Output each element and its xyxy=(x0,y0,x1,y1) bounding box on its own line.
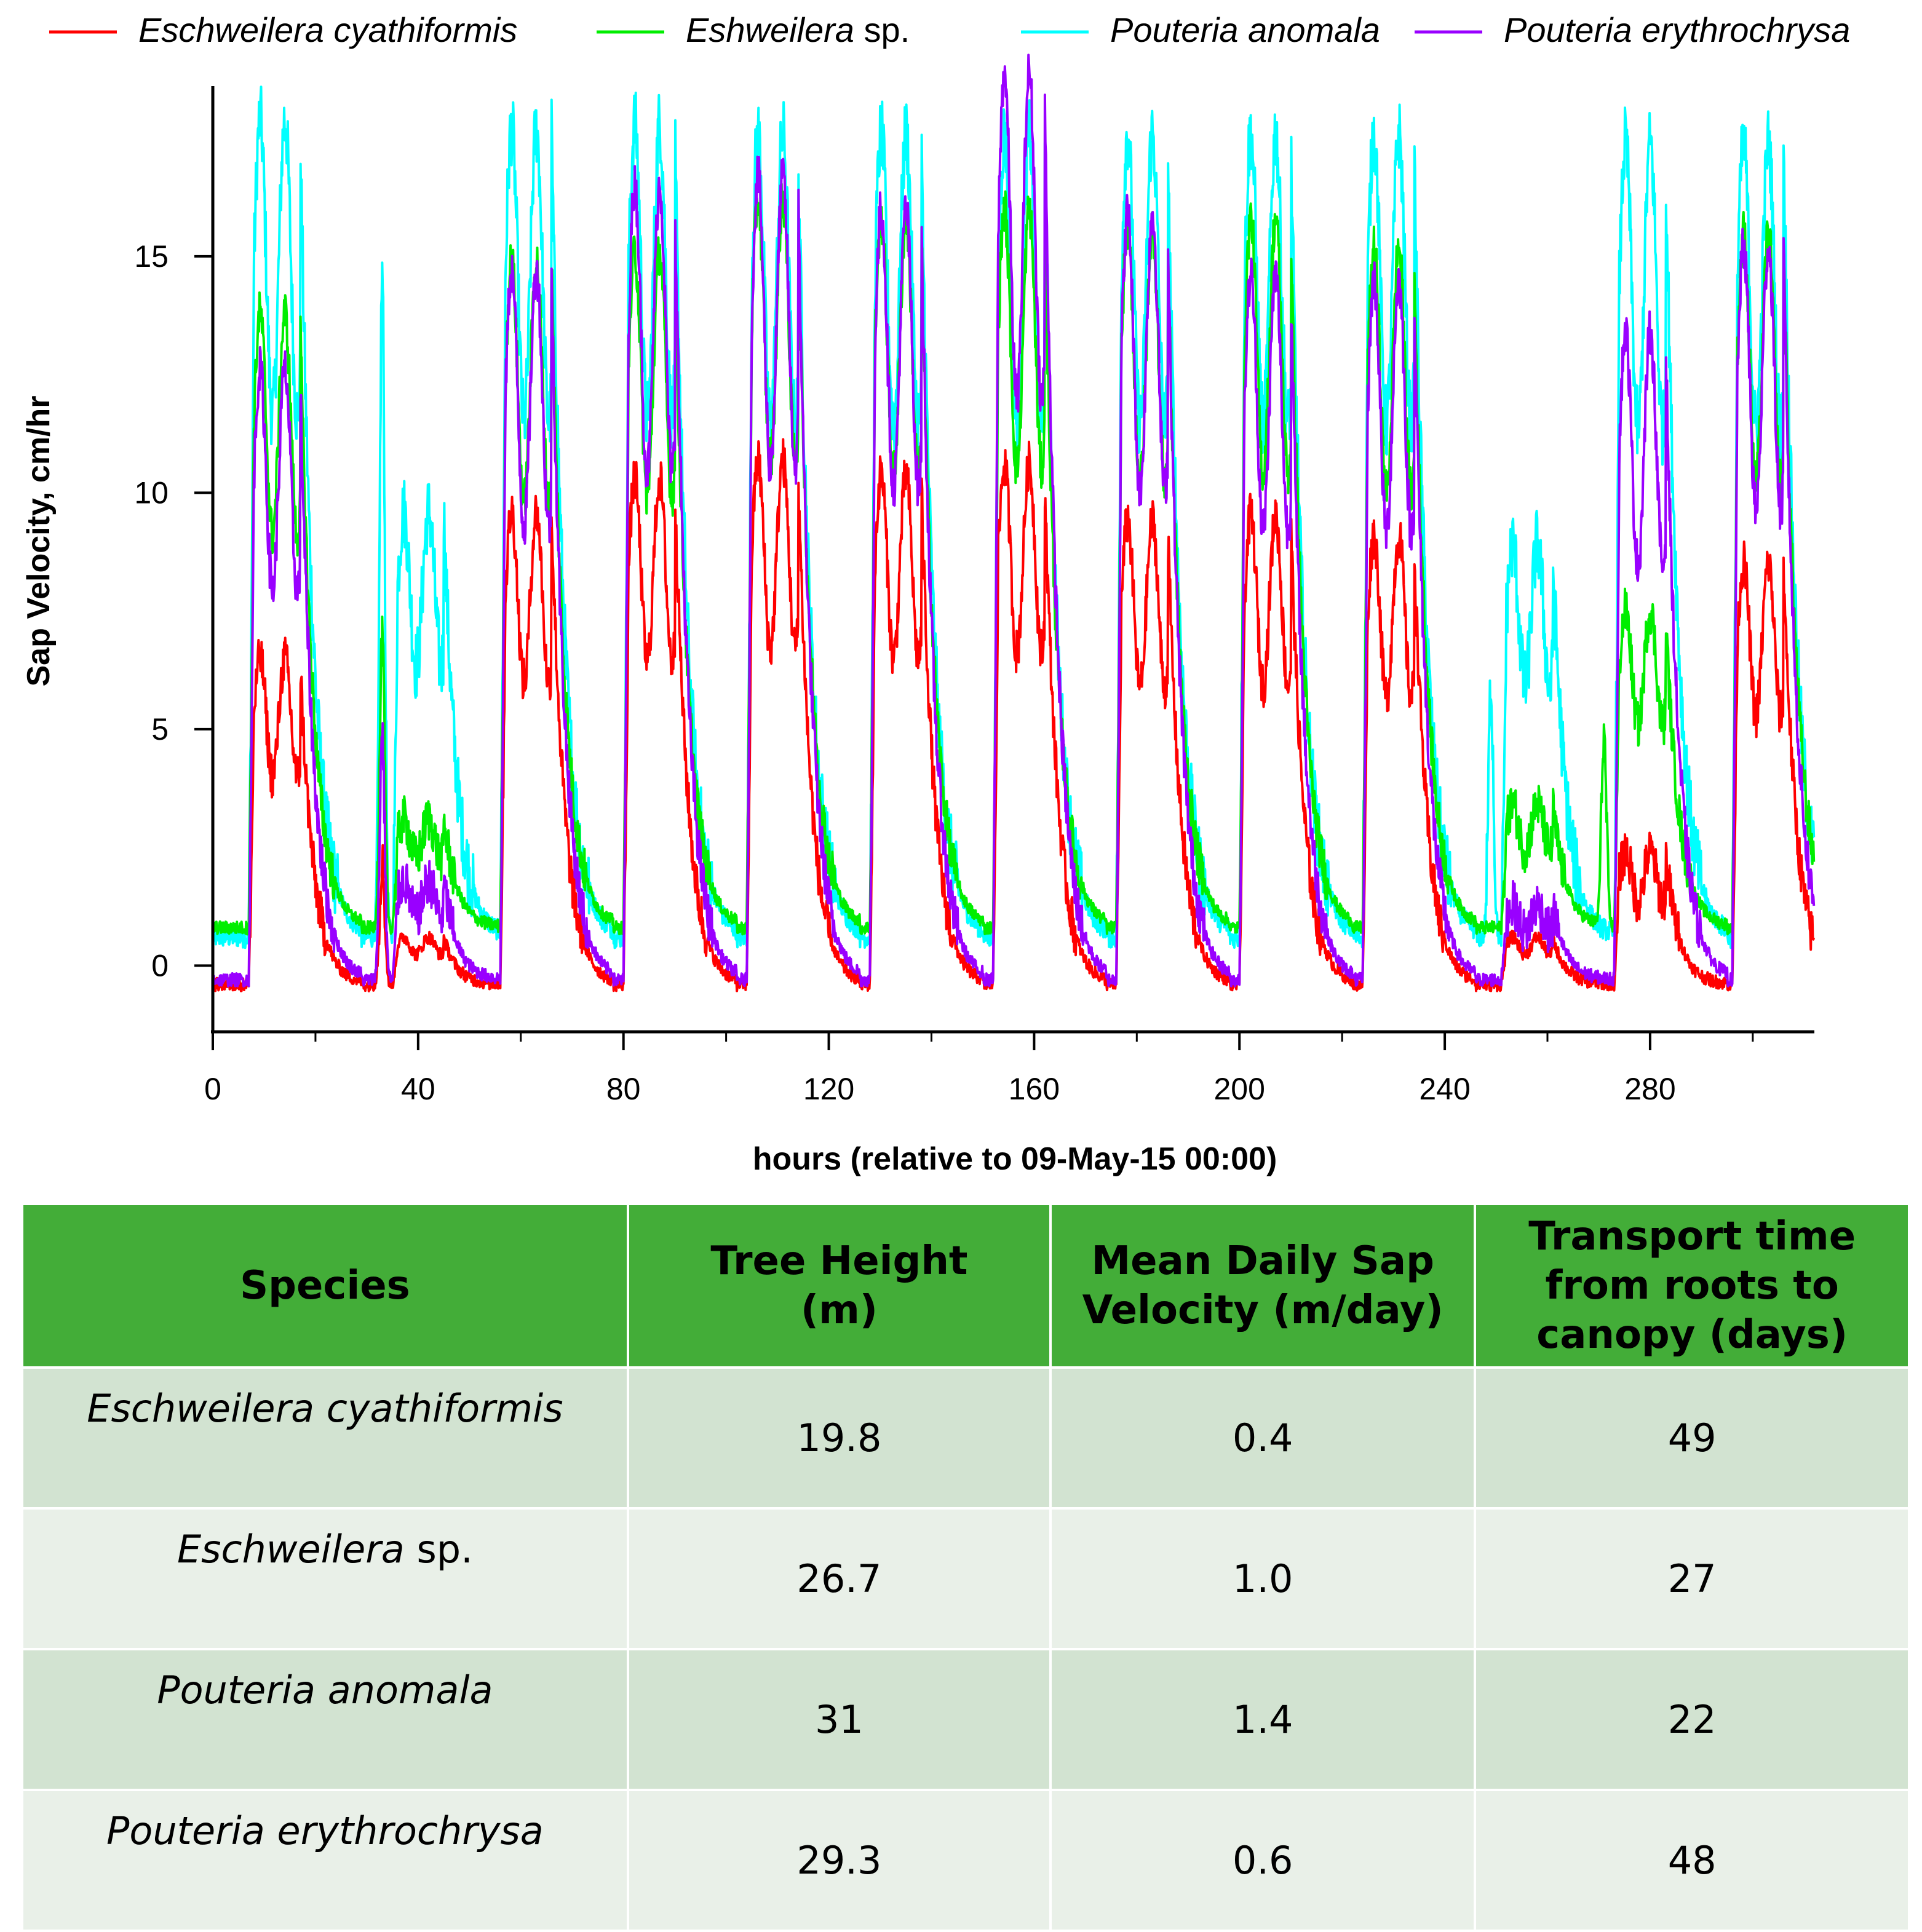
table-row: Pouteria anomala 31 1.4 22 xyxy=(21,1648,1910,1791)
height-cell: 29.3 xyxy=(626,1789,1052,1932)
velocity-cell: 1.4 xyxy=(1049,1648,1477,1791)
transport-cell: 49 xyxy=(1474,1366,1910,1510)
x-axis-label: hours (relative to 09-May-15 00:00) xyxy=(753,1141,1277,1177)
header-transport-time: Transport time from roots to canopy (days) xyxy=(1474,1203,1910,1369)
height-cell: 31 xyxy=(626,1648,1052,1791)
table-row: Pouteria erythrochrysa 29.3 0.6 48 xyxy=(21,1789,1910,1932)
x-tick-label: 40 xyxy=(401,1072,435,1106)
height-cell: 26.7 xyxy=(626,1507,1052,1650)
velocity-cell: 1.0 xyxy=(1049,1507,1477,1650)
header-tree-height: Tree Height (m) xyxy=(626,1203,1052,1369)
species-table: Species Tree Height (m) Mean Daily Sap Vel… xyxy=(21,1203,1910,1932)
legend-entry: Pouteria erythrochrysa xyxy=(1415,10,1850,49)
x-tick-label: 280 xyxy=(1624,1072,1675,1106)
y-tick-label: 15 xyxy=(134,239,169,274)
y-tick-label: 10 xyxy=(134,475,169,510)
legend-label: Pouteria erythrochrysa xyxy=(1504,10,1850,49)
chart-axes xyxy=(211,86,1814,1034)
velocity-cell: 0.6 xyxy=(1049,1789,1477,1932)
x-tick-label: 240 xyxy=(1419,1072,1470,1106)
table-row: Eschweilera cyathiformis 19.8 0.4 49 xyxy=(21,1366,1910,1510)
series-line-pouteria-erythrochrysa xyxy=(212,53,1816,988)
chart-legend: Eschweilera cyathiformis Eshweilera sp. Po… xyxy=(49,10,1850,49)
legend-entry: Eshweilera sp. xyxy=(597,10,910,49)
transport-cell: 48 xyxy=(1474,1789,1910,1932)
header-sap-velocity: Mean Daily Sap Velocity (m/day) xyxy=(1049,1203,1477,1369)
x-tick-label: 80 xyxy=(606,1072,641,1106)
legend-label: Eschweilera cyathiformis xyxy=(138,10,517,49)
series-line-eschweilera-cyathiformis xyxy=(212,438,1816,992)
table-header-row: Species Tree Height (m) Mean Daily Sap Vel… xyxy=(21,1203,1910,1369)
legend-label: Eshweilera sp. xyxy=(686,10,910,49)
x-tick-label: 0 xyxy=(204,1072,221,1106)
legend-entry: Eschweilera cyathiformis xyxy=(49,10,517,49)
x-tick-label: 200 xyxy=(1214,1072,1265,1106)
x-tick-label: 160 xyxy=(1009,1072,1060,1106)
y-axis-label: Sap Velocity, cm/hr xyxy=(21,395,57,686)
velocity-cell: 0.4 xyxy=(1049,1366,1477,1510)
species-cell: Eschweilera cyathiformis xyxy=(21,1366,629,1510)
table-row: Eschweilera sp. 26.7 1.0 27 xyxy=(21,1507,1910,1650)
height-cell: 19.8 xyxy=(626,1366,1052,1510)
series-line-pouteria-anomala xyxy=(212,85,1816,949)
species-cell: Pouteria anomala xyxy=(21,1648,629,1791)
series-line-eshweilera-sp xyxy=(212,183,1816,936)
sap-velocity-chart: Eschweilera cyathiformis Eshweilera sp. Po… xyxy=(21,10,1850,1177)
header-species: Species xyxy=(21,1203,629,1369)
chart-series-layer xyxy=(212,53,1816,992)
legend-entry: Pouteria anomala xyxy=(1021,10,1380,49)
legend-label: Pouteria anomala xyxy=(1110,10,1380,49)
x-tick-label: 120 xyxy=(803,1072,854,1106)
y-tick-label: 5 xyxy=(151,712,169,746)
transport-cell: 27 xyxy=(1474,1507,1910,1650)
transport-cell: 22 xyxy=(1474,1648,1910,1791)
species-cell: Eschweilera sp. xyxy=(21,1507,629,1650)
species-data-table: Species Tree Height (m) Mean Daily Sap Vel… xyxy=(21,1203,1910,1932)
chart-ticks: 0 40 80 120 160 200 240 280 0 5 10 15 xyxy=(134,239,1754,1106)
species-cell: Pouteria erythrochrysa xyxy=(21,1789,629,1932)
y-tick-label: 0 xyxy=(151,948,169,983)
